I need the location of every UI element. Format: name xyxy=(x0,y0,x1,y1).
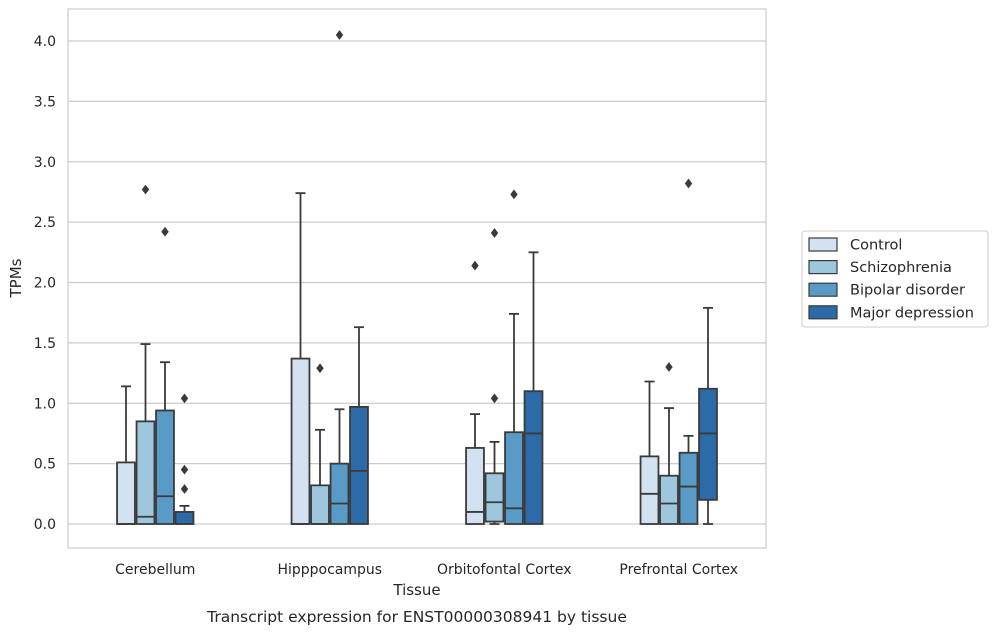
box-body xyxy=(310,484,330,525)
outlier-point xyxy=(510,189,518,200)
box-body xyxy=(504,431,524,525)
box-body xyxy=(678,451,699,525)
y-tick-label: 1.0 xyxy=(34,396,56,412)
legend-swatch xyxy=(808,237,838,252)
outlier-point xyxy=(141,184,150,195)
legend-swatch xyxy=(808,305,838,320)
box-2-0 xyxy=(465,260,485,525)
y-tick-label: 4.0 xyxy=(34,34,56,50)
box-1-2 xyxy=(329,30,350,525)
box-3-0 xyxy=(639,380,660,525)
box-body xyxy=(465,447,485,525)
box-0-3 xyxy=(174,393,195,525)
legend-label: Major depression xyxy=(850,305,974,321)
box-0-2 xyxy=(155,226,175,525)
outlier-point xyxy=(180,484,189,494)
x-tick-label: Prefrontal Cortex xyxy=(619,562,738,578)
outlier-point xyxy=(316,363,324,374)
box-body xyxy=(698,387,718,501)
plot-frame xyxy=(67,8,767,549)
y-tick-label: 0.0 xyxy=(34,517,56,533)
box-body xyxy=(116,461,136,525)
box-body xyxy=(659,474,679,525)
y-tick-labels: 0.0 0.5 1.0 1.5 2.0 2.5 3.0 3.5 4.0 xyxy=(34,34,56,533)
box-body xyxy=(523,390,544,525)
box-body xyxy=(174,511,195,525)
box-0-0 xyxy=(116,385,136,525)
x-tick-label: Orbitofontal Cortex xyxy=(437,562,572,578)
outlier-point xyxy=(161,226,169,237)
box-body xyxy=(290,357,311,525)
x-tick-label: Cerebellum xyxy=(115,562,195,578)
legend-swatch xyxy=(808,282,838,297)
box-2-2 xyxy=(504,189,524,525)
y-tick-label: 0.5 xyxy=(34,457,56,473)
box-body xyxy=(639,455,660,525)
x-tick-labels: Cerebellum Hipppocampus Orbitofontal Corte… xyxy=(115,562,738,578)
legend: Control Schizophrenia Bipolar disorder Majo… xyxy=(801,230,989,328)
box-2-3 xyxy=(523,251,544,525)
legend-label: Control xyxy=(850,238,902,254)
outlier-point xyxy=(684,178,693,189)
y-tick-label: 1.5 xyxy=(34,336,56,352)
box-3-3 xyxy=(698,306,718,525)
box-3-2 xyxy=(678,178,699,525)
y-tick-label: 2.0 xyxy=(34,276,56,292)
box-0-1 xyxy=(135,184,156,525)
outlier-point xyxy=(335,30,344,40)
box-body xyxy=(484,472,505,523)
legend-label: Schizophrenia xyxy=(850,260,952,276)
box-1-1 xyxy=(310,363,330,525)
box-body xyxy=(329,462,350,525)
boxes xyxy=(116,30,718,525)
grid-lines xyxy=(68,40,766,525)
chart-caption: Transcript expression for ENST0000030894… xyxy=(206,608,627,626)
y-tick-label: 2.5 xyxy=(34,215,56,231)
x-axis-title: Tissue xyxy=(392,581,440,599)
outlier-point xyxy=(665,362,673,372)
outlier-point xyxy=(490,393,499,404)
y-tick-label: 3.5 xyxy=(34,94,56,110)
outlier-point xyxy=(180,464,189,475)
box-1-3 xyxy=(349,326,369,525)
box-2-1 xyxy=(484,228,505,525)
box-body xyxy=(135,420,156,525)
x-tick-label: Hipppocampus xyxy=(277,562,382,578)
y-axis-title: TPMs xyxy=(7,258,25,298)
box-1-0 xyxy=(290,192,311,525)
legend-frame xyxy=(801,230,989,328)
legend-label: Bipolar disorder xyxy=(850,283,965,299)
outlier-point xyxy=(471,260,479,271)
box-body xyxy=(349,405,369,525)
outlier-point xyxy=(180,393,189,404)
box-3-1 xyxy=(659,362,679,525)
y-tick-label: 3.0 xyxy=(34,155,56,171)
outlier-point xyxy=(490,228,499,238)
box-body xyxy=(155,409,175,525)
legend-swatch xyxy=(808,260,838,275)
